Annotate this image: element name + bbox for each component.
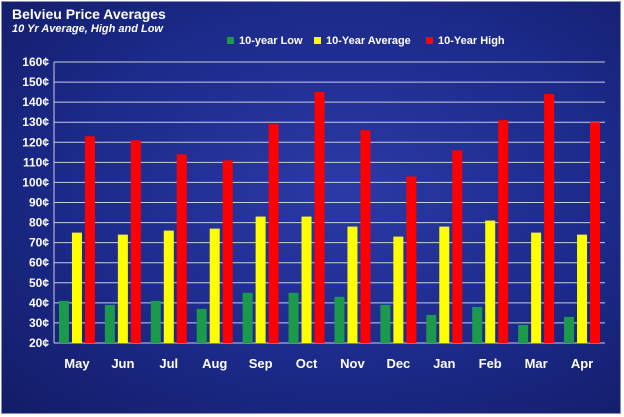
bar-10-year-low <box>426 314 437 343</box>
bar-10-year-low <box>518 324 529 343</box>
y-tick-label: 60¢ <box>29 256 49 270</box>
x-tick-label: Jun <box>111 356 134 371</box>
bar-10-year-high <box>222 160 233 343</box>
legend-label-high: 10-Year High <box>438 35 505 47</box>
y-tick-label: 120¢ <box>22 135 49 149</box>
y-tick-label: 80¢ <box>29 216 49 230</box>
bar-10-year-average <box>71 232 82 343</box>
bar-10-year-low <box>472 306 483 343</box>
x-tick-label: Jul <box>159 356 178 371</box>
bar-10-year-average <box>255 216 266 343</box>
bar-10-year-high <box>314 92 325 343</box>
y-tick-label: 40¢ <box>29 296 49 310</box>
legend-label-average: 10-Year Average <box>326 35 411 47</box>
x-tick-label: Feb <box>479 356 502 371</box>
bar-10-year-average <box>117 234 128 343</box>
bar-10-year-high <box>176 154 187 343</box>
bar-10-year-average <box>301 216 312 343</box>
chart-subtitle: 10 Yr Average, High and Low <box>12 23 163 35</box>
bar-10-year-high <box>360 130 371 343</box>
x-tick-label: Dec <box>386 356 410 371</box>
chart-title: Belvieu Price Averages <box>12 6 166 22</box>
bar-10-year-high <box>130 140 141 343</box>
x-tick-label: Aug <box>202 356 227 371</box>
bar-10-year-average <box>485 220 496 343</box>
bar-10-year-high <box>84 136 95 343</box>
bar-10-year-low <box>334 296 345 343</box>
legend-item-average: 10-Year Average <box>314 35 411 47</box>
y-tick-label: 30¢ <box>29 316 49 330</box>
y-tick-label: 110¢ <box>23 155 49 169</box>
bar-10-year-low <box>380 304 391 343</box>
y-tick-label: 140¢ <box>22 95 49 109</box>
y-tick-label: 160¢ <box>22 55 49 69</box>
bar-10-year-average <box>439 226 450 343</box>
bar-10-year-average <box>209 228 220 343</box>
bar-10-year-average <box>163 230 174 343</box>
y-tick-label: 50¢ <box>29 276 49 290</box>
y-tick-label: 130¢ <box>22 115 49 129</box>
legend-swatch-average <box>314 37 321 44</box>
legend-item-high: 10-Year High <box>426 35 505 47</box>
bar-10-year-high <box>452 150 463 343</box>
bar-10-year-average <box>347 226 358 343</box>
x-tick-label: Sep <box>249 356 273 371</box>
legend-swatch-low <box>227 37 234 44</box>
bar-10-year-low <box>58 300 69 343</box>
legend-item-low: 10-year Low <box>227 35 303 47</box>
bar-10-year-average <box>531 232 542 343</box>
bar-10-year-high <box>406 176 417 343</box>
x-tick-label: Mar <box>525 356 548 371</box>
plot-svg: 20¢ 30¢ 40¢ 50¢ 60¢ 70¢ 80¢ 90¢ 100¢ 110¢ 120¢ 130¢… <box>22 55 605 371</box>
x-tick-label: Nov <box>340 356 365 371</box>
bar-10-year-high <box>498 120 509 343</box>
x-tick-label: Apr <box>571 356 593 371</box>
bar-10-year-low <box>288 292 299 343</box>
bar-10-year-low <box>196 308 207 343</box>
x-tick-label: Jan <box>433 356 455 371</box>
y-tick-label: 150¢ <box>22 75 49 89</box>
bar-10-year-high <box>268 124 279 343</box>
y-tick-label: 100¢ <box>22 175 49 189</box>
bar-10-year-high <box>544 94 555 343</box>
x-tick-label: Oct <box>296 356 318 371</box>
y-tick-label: 20¢ <box>29 336 49 350</box>
bar-10-year-average <box>393 236 404 343</box>
y-tick-label: 70¢ <box>29 236 49 250</box>
bar-10-year-low <box>150 300 161 343</box>
x-tick-label: May <box>64 356 90 371</box>
bar-10-year-low <box>564 316 575 343</box>
bar-10-year-low <box>242 292 253 343</box>
y-tick-label: 90¢ <box>29 196 49 210</box>
bar-10-year-high <box>590 122 601 343</box>
legend-label-low: 10-year Low <box>239 35 303 47</box>
bar-10-year-low <box>104 304 115 343</box>
bar-10-year-average <box>577 234 588 343</box>
legend-swatch-high <box>426 37 433 44</box>
